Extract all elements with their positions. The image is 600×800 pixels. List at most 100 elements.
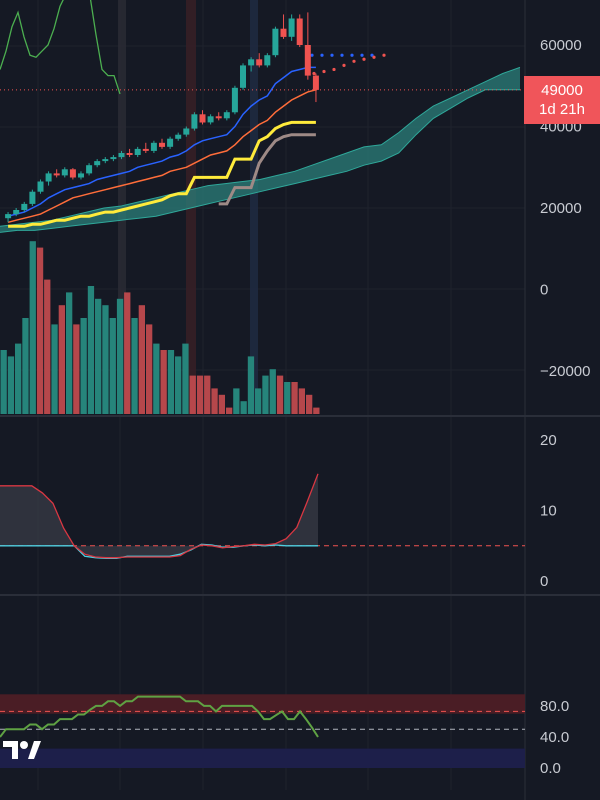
candle-body-27 bbox=[223, 112, 230, 119]
volume-bar-4 bbox=[29, 241, 36, 414]
candles bbox=[5, 12, 319, 223]
candle-body-8 bbox=[69, 169, 76, 178]
candle-body-23 bbox=[191, 114, 198, 129]
volume-bar-15 bbox=[109, 318, 116, 414]
candle-body-30 bbox=[248, 59, 255, 66]
projection-dot-red-5 bbox=[362, 57, 366, 61]
volume-bar-36 bbox=[262, 375, 269, 414]
candle-body-11 bbox=[94, 161, 101, 166]
projection-dot-blue-1 bbox=[320, 53, 324, 57]
candle-body-5 bbox=[45, 173, 52, 182]
candle-body-32 bbox=[264, 55, 271, 66]
candle-body-28 bbox=[231, 87, 238, 113]
candle-body-13 bbox=[110, 157, 117, 160]
price-tick-label-0: 60000 bbox=[540, 37, 582, 54]
volume-bar-30 bbox=[218, 394, 225, 414]
ma-mid-line bbox=[7, 89, 317, 224]
candle-body-10 bbox=[86, 165, 93, 174]
candle-body-20 bbox=[167, 138, 174, 147]
adx-tick-label-1: 10 bbox=[540, 503, 557, 520]
volume-bar-39 bbox=[284, 382, 291, 414]
candle-body-12 bbox=[102, 159, 109, 162]
candle-body-22 bbox=[183, 128, 190, 135]
volume-bar-31 bbox=[226, 407, 233, 414]
candle-body-16 bbox=[134, 148, 141, 155]
adx-tick-label-0: 20 bbox=[540, 432, 557, 449]
volume-bar-10 bbox=[73, 324, 80, 414]
tradingview-logo-icon[interactable] bbox=[0, 728, 44, 772]
candle-body-3 bbox=[29, 191, 36, 204]
volume-bar-38 bbox=[276, 375, 284, 414]
adx-line bbox=[0, 473, 319, 559]
candle-body-38 bbox=[312, 75, 319, 90]
last-price-badge: 49000 1d 21h bbox=[524, 76, 600, 124]
candle-body-14 bbox=[118, 153, 125, 158]
volume-bar-11 bbox=[80, 318, 87, 414]
projection-dot-red-3 bbox=[342, 63, 346, 67]
volume-bar-43 bbox=[313, 407, 320, 414]
rsi-panel bbox=[0, 694, 525, 768]
candle-body-25 bbox=[207, 116, 214, 123]
candle-body-1 bbox=[13, 210, 20, 215]
rsi-tick-label-2: 0.0 bbox=[540, 760, 561, 777]
volume-bar-5 bbox=[36, 247, 44, 414]
candle-body-29 bbox=[240, 65, 246, 88]
volume-bar-28 bbox=[204, 375, 211, 414]
volume-bar-12 bbox=[87, 286, 95, 414]
ma-long-line bbox=[218, 133, 316, 206]
candle-body-34 bbox=[280, 28, 287, 37]
volume-bar-0 bbox=[0, 350, 7, 414]
candle-body-7 bbox=[61, 169, 68, 176]
candle-body-36 bbox=[296, 18, 303, 45]
ichimoku-cloud bbox=[0, 66, 521, 233]
projection-dot-blue-3 bbox=[340, 53, 344, 57]
price-tick-label-2: 20000 bbox=[540, 200, 582, 217]
rsi-tick-label-0: 80.0 bbox=[540, 698, 569, 715]
adx-panel bbox=[0, 473, 525, 560]
volume-bar-40 bbox=[291, 382, 298, 414]
adx-neg-line bbox=[0, 543, 318, 560]
candle-body-35 bbox=[288, 18, 295, 37]
volume-bar-26 bbox=[189, 375, 196, 414]
bar-countdown-label: 1d 21h bbox=[539, 101, 585, 118]
candle-body-0 bbox=[5, 214, 12, 219]
volume-bar-29 bbox=[211, 388, 218, 414]
volume-bar-18 bbox=[131, 318, 138, 414]
volume-bar-24 bbox=[175, 356, 182, 414]
volume-bar-19 bbox=[138, 305, 145, 414]
rsi-tick-label-1: 40.0 bbox=[540, 729, 569, 746]
candle-body-37 bbox=[304, 45, 311, 76]
volume-bar-7 bbox=[51, 324, 58, 414]
candle-body-6 bbox=[53, 173, 60, 176]
projection-dot-blue-6 bbox=[370, 53, 374, 57]
candle-body-9 bbox=[78, 173, 84, 178]
projection-dot-red-0 bbox=[312, 71, 316, 76]
volume-bar-6 bbox=[44, 279, 51, 414]
moving-average-lines bbox=[0, 0, 525, 228]
ma-fast-line bbox=[7, 66, 316, 217]
candle-body-33 bbox=[272, 28, 279, 56]
price-tick-label-3: 0 bbox=[540, 282, 548, 299]
volume-bar-25 bbox=[182, 343, 189, 414]
candle-body-15 bbox=[126, 153, 133, 155]
volume-bar-14 bbox=[102, 305, 109, 414]
volume-bar-21 bbox=[153, 343, 160, 414]
projection-dot-blue-0 bbox=[310, 53, 314, 57]
rsi-band-1 bbox=[0, 748, 525, 768]
session-highlight-2 bbox=[250, 0, 258, 414]
volume-bar-37 bbox=[269, 369, 276, 414]
projection-dot-red-2 bbox=[332, 67, 336, 72]
volume-bar-2 bbox=[15, 343, 22, 414]
volume-bar-20 bbox=[146, 324, 153, 414]
candle-body-4 bbox=[37, 181, 44, 192]
cloud-upper-line bbox=[0, 66, 521, 227]
candle-body-18 bbox=[150, 142, 157, 151]
projection-dot-red-6 bbox=[372, 55, 376, 59]
volume-bar-34 bbox=[247, 356, 255, 414]
adx-tick-label-2: 0 bbox=[540, 573, 548, 590]
volume-bar-16 bbox=[116, 298, 124, 414]
volume-bar-13 bbox=[95, 298, 102, 414]
candle-body-31 bbox=[256, 59, 263, 66]
